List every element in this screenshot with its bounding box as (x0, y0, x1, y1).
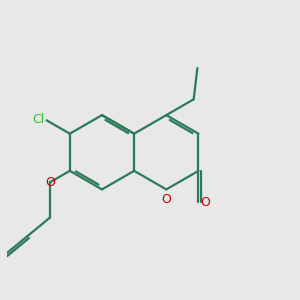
Text: O: O (161, 193, 171, 206)
Text: Cl: Cl (32, 113, 44, 126)
Text: O: O (45, 176, 55, 189)
Text: O: O (201, 196, 211, 209)
